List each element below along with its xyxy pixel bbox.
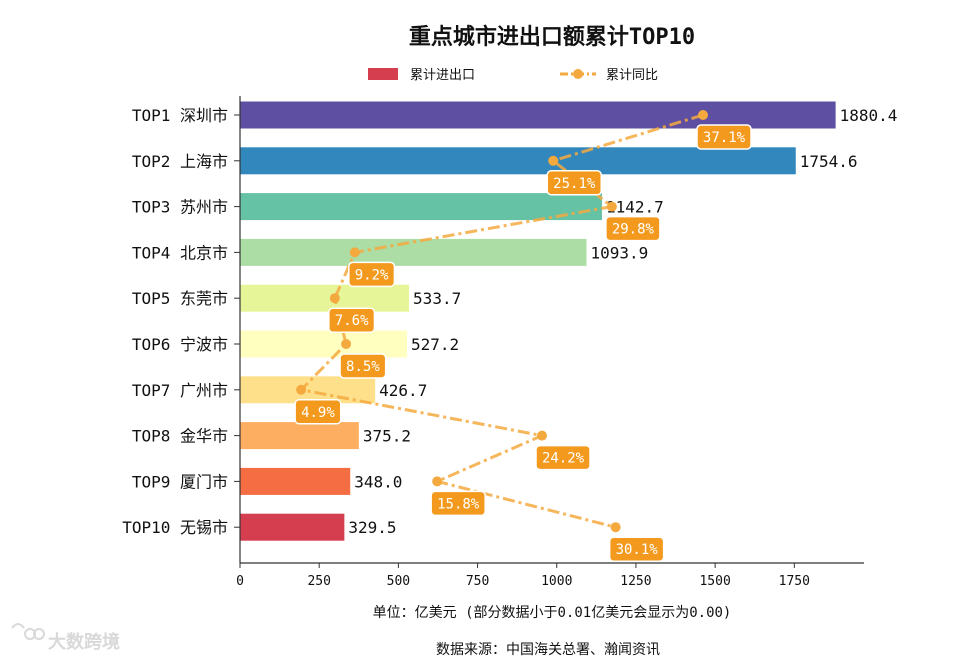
yoy-label: 24.2%	[542, 451, 585, 467]
x-tick-label: 1750	[779, 574, 810, 589]
bar-value-label: 1754.6	[800, 152, 858, 171]
bar	[240, 101, 836, 129]
yoy-line-group: 37.1% 25.1% 29.8% 9.2% 7.6% 8.5% 4.9% 24.2% 15.8…	[294, 110, 752, 562]
source-note: 数据来源：中国海关总署、瀚闻资讯	[436, 642, 660, 658]
yoy-label-box	[348, 261, 396, 288]
bar	[240, 330, 407, 358]
yoy-label: 9.2%	[355, 267, 389, 283]
x-tick-label: 750	[466, 574, 489, 589]
yoy-point	[349, 247, 360, 258]
legend-swatch-bar	[368, 68, 398, 80]
category-label: TOP5 东莞市	[132, 289, 228, 308]
yoy-label: 37.1%	[703, 130, 746, 146]
x-tick-label: 1000	[541, 574, 572, 589]
bar	[240, 284, 410, 312]
category-label: TOP2 上海市	[132, 152, 228, 171]
yoy-label-box	[535, 444, 591, 471]
yoy-label: 30.1%	[616, 542, 659, 558]
legend-label-line: 累计同比	[606, 68, 658, 83]
yoy-label-box	[605, 215, 661, 242]
yoy-point	[432, 476, 443, 487]
yoy-label: 25.1%	[553, 176, 596, 192]
yoy-label: 7.6%	[335, 313, 369, 329]
chart-title: 重点城市进出口额累计TOP10	[409, 24, 695, 50]
yoy-label-box	[339, 353, 387, 379]
x-tick-label: 250	[307, 574, 330, 589]
bar	[240, 376, 376, 404]
category-label: TOP10 无锡市	[122, 518, 228, 537]
x-axis-label: 单位：亿美元 (部分数据小于0.01亿美元会显示为0.00)	[373, 605, 732, 621]
bar-value-label: 426.7	[379, 381, 427, 400]
category-label: TOP6 宁波市	[132, 335, 228, 354]
bar-value-label: 1142.7	[606, 198, 664, 217]
category-label: TOP3 苏州市	[132, 198, 228, 217]
legend-marker	[573, 69, 583, 79]
yoy-point	[548, 155, 559, 166]
bar-value-label: 348.0	[354, 472, 402, 491]
yoy-point	[537, 430, 548, 441]
bar-value-label: 329.5	[348, 518, 396, 537]
category-label: TOP7 广州市	[132, 381, 228, 400]
yoy-label-box	[696, 124, 752, 150]
legend: 累计进出口 累计同比	[368, 68, 658, 83]
category-label: TOP4 北京市	[132, 243, 228, 262]
category-label: TOP9 厦门市	[132, 472, 228, 491]
bar	[240, 238, 587, 266]
yoy-label-box	[294, 399, 342, 425]
bar-value-label: 375.2	[363, 427, 411, 446]
yoy-label: 29.8%	[612, 222, 655, 238]
watermark-text: 大数跨境	[48, 631, 120, 653]
bar-value-label: 1880.4	[840, 106, 898, 125]
yoy-label: 8.5%	[346, 359, 380, 375]
watermark: 大数跨境	[11, 623, 120, 653]
yoy-label-box	[328, 307, 376, 333]
bar-value-label: 533.7	[413, 289, 461, 308]
bar-value-label: 527.2	[411, 335, 459, 354]
x-tick-label: 500	[387, 574, 410, 589]
yoy-label: 15.8%	[437, 496, 480, 512]
yoy-point	[341, 339, 352, 349]
yoy-point	[296, 384, 307, 395]
category-label: TOP8 金华市	[132, 427, 228, 446]
yoy-label-box	[430, 490, 486, 517]
yoy-point	[329, 293, 340, 304]
yoy-point	[610, 522, 621, 533]
x-tick-label: 1250	[620, 574, 651, 589]
legend-label-bar: 累计进出口	[410, 68, 475, 83]
watermark-logo-icon	[11, 623, 45, 640]
bar	[240, 147, 796, 175]
bar	[240, 422, 359, 450]
bars-group: 1880.4 TOP1 深圳市 1754.6 TOP2 上海市 1142.7 TOP3 苏…	[122, 101, 898, 541]
yoy-point	[698, 110, 709, 120]
category-label: TOP1 深圳市	[132, 106, 228, 125]
axes-group: 0 250 500 750 1000 1250 1500 1750	[236, 96, 864, 589]
x-tick-label: 0	[236, 574, 244, 589]
bar	[240, 513, 345, 541]
bar-value-label: 1093.9	[590, 243, 648, 262]
yoy-point	[606, 201, 617, 212]
yoy-label-box	[608, 536, 665, 562]
yoy-label: 4.9%	[301, 405, 335, 421]
bar	[240, 467, 351, 495]
bar	[240, 193, 602, 221]
yoy-label-box	[546, 170, 602, 196]
x-tick-label: 1500	[699, 574, 730, 589]
